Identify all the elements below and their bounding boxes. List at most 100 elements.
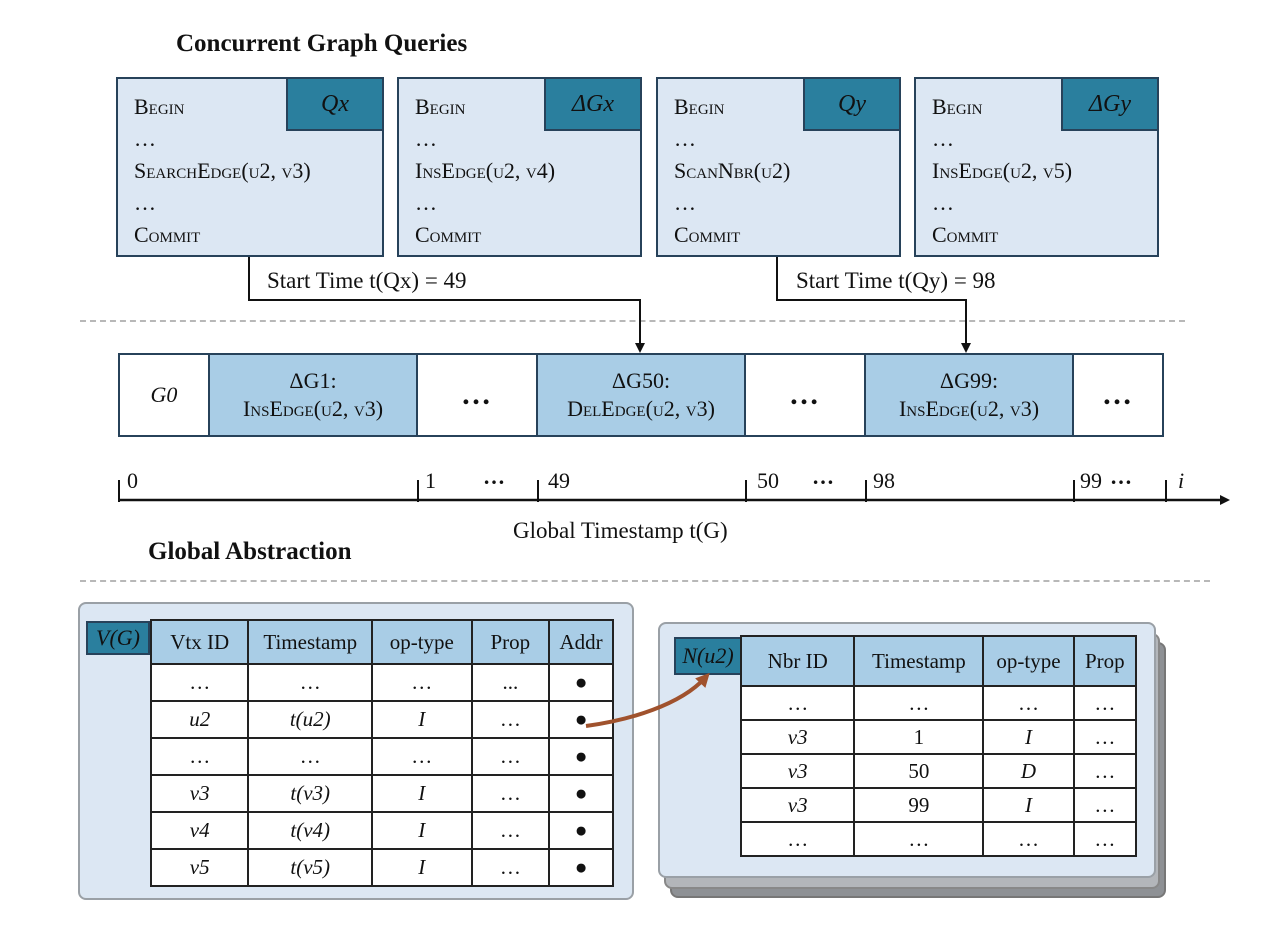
cell: 50 [853,753,985,789]
cell: t(v5) [247,848,374,887]
ellipsis: … [674,126,696,151]
timeline-tick [417,480,419,502]
query-tag: Qx [286,77,384,131]
cell: … [470,848,551,887]
neighbor-table-tag: N(u2) [674,637,742,675]
cell: … [982,685,1075,721]
cell: v3 [739,753,856,789]
begin-keyword: Begin [134,94,185,119]
version-op: DelEdge(u2, v3) [567,396,715,421]
address-pointer: ● [548,774,614,813]
timeline-gap: … [812,464,836,489]
operation: InsEdge(u2, v4) [415,158,556,183]
cell: v3 [739,719,856,755]
table-row: u2 t(u2) I … ● [149,700,614,739]
version-op: InsEdge(u2, v3) [242,396,384,421]
version-label: … [461,378,493,411]
cell: 1 [853,719,985,755]
version-op: InsEdge(u2, v3) [898,396,1040,421]
column-header: Nbr ID [739,635,856,687]
ellipsis: … [415,126,437,151]
cell: … [149,663,250,702]
begin-keyword: Begin [415,94,466,119]
cell: I [371,848,473,887]
cell: t(v3) [247,774,374,813]
begin-keyword: Begin [932,94,983,119]
column-header: Timestamp [247,619,374,665]
table-header-row: Nbr ID Timestamp op-type Prop [739,635,1138,687]
timeline-gap: … [1110,464,1134,489]
cell: v5 [149,848,250,887]
table-row: v4 t(v4) I … ● [149,811,614,850]
column-header: Prop [1072,635,1138,687]
start-time-arrow-qy [776,257,971,353]
cell: … [1072,787,1138,823]
ellipsis: … [932,190,954,215]
address-pointer: ● [548,848,614,887]
commit-keyword: Commit [134,222,201,247]
version-label: ΔG99: [939,368,999,393]
table-row: v3 99 I … [739,787,1138,823]
separator-line [80,320,1185,322]
version-label: G0 [150,382,178,407]
ellipsis: … [415,190,437,215]
table-row: v3 t(v3) I … ● [149,774,614,813]
table-row: … … … ... ● [149,663,614,702]
query-box-dgy: Begin … InsEdge(u2, v5) … Commit ΔGy [914,77,1159,257]
table-header-row: Vtx ID Timestamp op-type Prop Addr [149,619,614,665]
table-row: v5 t(v5) I … ● [149,848,614,887]
cell: … [1072,821,1138,857]
cell: … [470,774,551,813]
cell: u2 [149,700,250,739]
cell: t(u2) [247,700,374,739]
version-label: ΔG50: [611,368,671,393]
column-header: Addr [548,619,614,665]
cell: … [1072,719,1138,755]
cell: t(v4) [247,811,374,850]
commit-keyword: Commit [674,222,741,247]
cell: … [470,811,551,850]
cell: … [853,685,985,721]
column-header: op-type [982,635,1075,687]
ellipsis: … [674,190,696,215]
start-time-arrow-qx [248,257,645,353]
version-label: ΔG1: [289,368,337,393]
query-box-dgx: Begin … InsEdge(u2, v4) … Commit ΔGx [397,77,642,257]
timeline-tick [1165,480,1167,502]
neighbor-table: Nbr ID Timestamp op-type Prop … … … … v3… [739,635,1138,857]
ellipsis: … [134,126,156,151]
address-pointer: ● [548,811,614,850]
queries-section-title: Concurrent Graph Queries [176,30,468,57]
cell: … [247,663,374,702]
cell: … [1072,685,1138,721]
cell: D [982,753,1075,789]
timeline-tick [537,480,539,502]
query-tag: Qy [803,77,901,131]
column-header: Vtx ID [149,619,250,665]
vertex-table: Vtx ID Timestamp op-type Prop Addr … … …… [149,619,614,887]
query-box-qx: Begin … SearchEdge(u2, v3) … Commit Qx [116,77,384,257]
operation: InsEdge(u2, v5) [932,158,1073,183]
column-header: Timestamp [853,635,985,687]
address-pointer: ● [548,737,614,776]
table-row: v3 50 D … [739,753,1138,789]
abstraction-section-title: Global Abstraction [148,538,352,565]
cell: 99 [853,787,985,823]
cell: … [470,737,551,776]
timeline-tick [745,480,747,502]
operation: SearchEdge(u2, v3) [134,158,311,183]
cell: … [371,663,473,702]
column-header: Prop [470,619,551,665]
cell: … [1072,753,1138,789]
commit-keyword: Commit [415,222,482,247]
tick-label: 49 [548,468,570,493]
cell: … [149,737,250,776]
table-row: v3 1 I … [739,719,1138,755]
start-time-qy: Start Time t(Qy) = 98 [796,268,996,293]
commit-keyword: Commit [932,222,999,247]
table-row: … … … … ● [149,737,614,776]
tick-label: 99 [1080,468,1102,493]
version-label: … [1102,378,1134,411]
operation: ScanNbr(u2) [674,158,791,183]
